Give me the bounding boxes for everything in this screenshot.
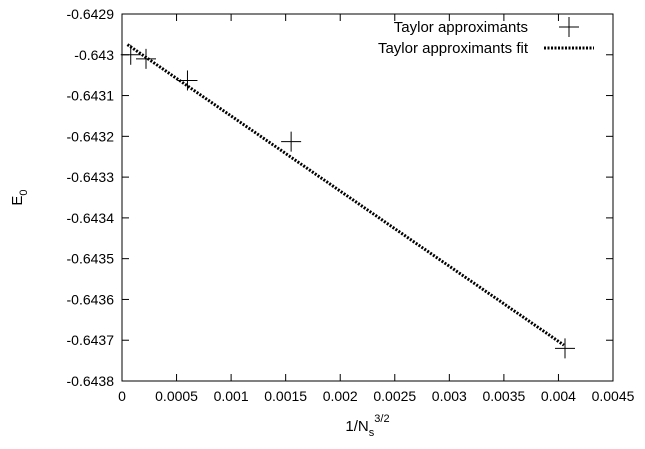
- data-point: [120, 44, 141, 65]
- x-tick-label: 0.003: [432, 388, 467, 404]
- x-tick-label: 0.0045: [592, 388, 635, 404]
- y-tick-label: -0.6437: [67, 332, 115, 348]
- x-axis-label: 1/Ns 3/2: [345, 413, 389, 439]
- legend-label-fit: Taylor approximants fit: [378, 40, 529, 57]
- x-tick-label: 0.0035: [482, 388, 525, 404]
- data-point: [281, 131, 302, 152]
- fit-line: [126, 43, 565, 347]
- x-tick-label: 0.004: [541, 388, 576, 404]
- legend-marker-points: [559, 17, 579, 37]
- y-axis-label: E0: [9, 189, 30, 205]
- y-tick-label: -0.6436: [67, 291, 115, 307]
- y-tick-label: -0.6429: [67, 6, 115, 22]
- data-point: [554, 338, 575, 359]
- y-tick-label: -0.6435: [67, 251, 115, 267]
- data-point: [177, 70, 198, 91]
- x-axis-label-sup: 3/2: [374, 413, 389, 425]
- y-tick-label: -0.6434: [67, 210, 115, 226]
- data-point: [136, 48, 157, 69]
- x-tick-label: 0.0025: [373, 388, 416, 404]
- y-tick-label: -0.6433: [67, 169, 115, 185]
- x-tick-label: 0.002: [323, 388, 358, 404]
- x-tick-label: 0.001: [214, 388, 249, 404]
- legend-label-points: Taylor approximants: [394, 19, 528, 36]
- plot-frame: [121, 13, 614, 382]
- x-tick-label: 0.0005: [155, 388, 198, 404]
- x-tick-label: 0.0015: [264, 388, 307, 404]
- y-tick-label: -0.6431: [67, 88, 115, 104]
- y-axis-label-base: E: [9, 196, 26, 206]
- y-tick-label: -0.643: [74, 47, 114, 63]
- x-axis-label-base: 1/N: [345, 418, 368, 435]
- y-axis-label-sub: 0: [18, 189, 30, 195]
- y-tick-label: -0.6438: [67, 373, 115, 389]
- y-tick-label: -0.6432: [67, 128, 115, 144]
- x-tick-label: 0: [118, 388, 126, 404]
- x-axis-label-sub: s: [369, 427, 375, 439]
